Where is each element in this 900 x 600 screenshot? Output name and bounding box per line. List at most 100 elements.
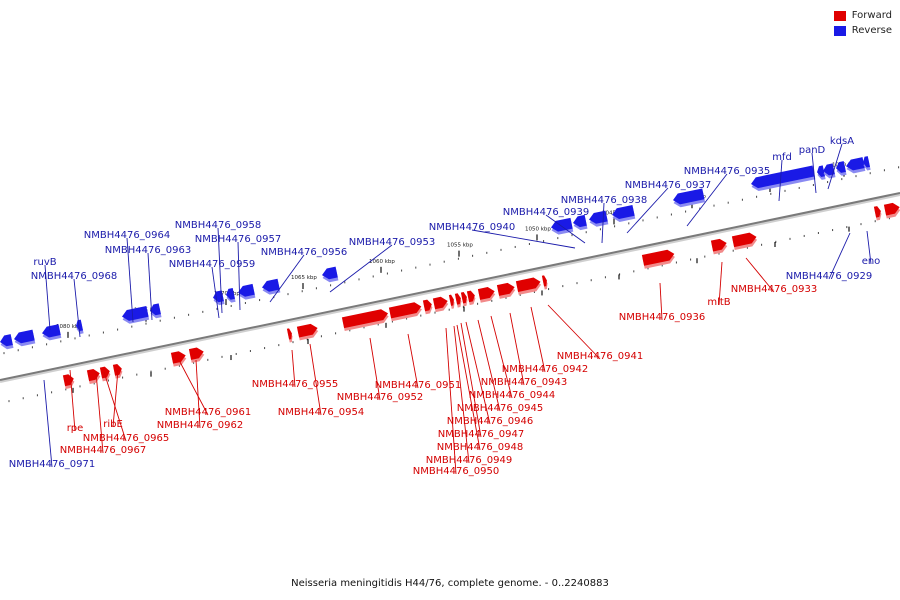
reverse-gene[interactable] [13, 329, 36, 348]
forward-gene-label-leader [112, 369, 119, 428]
forward-gene-body [188, 347, 204, 360]
forward-gene-label-leader [291, 349, 296, 388]
forward-gene[interactable] [515, 276, 542, 295]
forward-gene[interactable] [731, 231, 758, 251]
forward-gene-label: NMBH4476_0965 [83, 433, 169, 444]
axis-shadow [0, 193, 900, 383]
forward-gene[interactable] [541, 275, 549, 290]
forward-gene[interactable] [454, 293, 463, 308]
forward-gene[interactable] [62, 373, 76, 390]
tick-label: 1050 kbp [525, 226, 551, 232]
reverse-gene[interactable] [225, 288, 236, 303]
forward-gene-label: NMBH4476_0946 [447, 416, 533, 427]
legend-reverse: Reverse [833, 23, 892, 38]
reverse-gene[interactable] [672, 188, 706, 208]
reverse-gene-label-leader [73, 278, 81, 338]
reverse-gene[interactable] [321, 266, 339, 284]
forward-swatch [833, 10, 846, 21]
legend-forward: Forward [833, 8, 892, 23]
forward-gene-body [477, 287, 495, 300]
tick-label: 1060 kbp [369, 259, 395, 265]
reverse-gene-label-leader [686, 173, 728, 227]
reverse-gene-body [846, 157, 865, 171]
reverse-gene-label-leader [545, 214, 586, 244]
reverse-gene-body [612, 204, 635, 220]
reverse-gene[interactable] [149, 303, 162, 319]
forward-gene-label: NMBH4476_0944 [469, 390, 555, 401]
forward-gene[interactable] [99, 366, 112, 382]
forward-gene-body [873, 206, 881, 218]
reverse-gene-label: panD [799, 145, 826, 156]
genome-caption: Neisseria meningitidis H44/76, complete … [291, 578, 609, 589]
reverse-gene[interactable] [261, 278, 281, 296]
forward-gene[interactable] [710, 238, 729, 255]
forward-gene[interactable] [873, 206, 883, 221]
reverse-gene-label-leader [147, 252, 153, 321]
forward-gene-label-leader [95, 371, 104, 454]
forward-gene[interactable] [496, 282, 516, 299]
reverse-gene-label-leader [211, 266, 220, 319]
reverse-gene[interactable] [845, 157, 866, 174]
forward-gene-body [341, 309, 389, 329]
forward-gene[interactable] [883, 202, 900, 219]
tick-label: 1080 kbp [56, 324, 82, 330]
forward-gene-body [99, 366, 110, 379]
forward-gene-label-leader [445, 327, 457, 475]
reverse-gene[interactable] [572, 214, 588, 231]
forward-gene[interactable] [448, 294, 456, 309]
reverse-gene-label: mfd [772, 152, 792, 163]
reverse-gene-body [673, 188, 705, 205]
forward-gene-label: mltB [707, 297, 730, 308]
reverse-gene[interactable] [41, 324, 62, 341]
forward-gene-body [432, 296, 448, 310]
forward-gene[interactable] [341, 308, 390, 332]
reverse-gene-label-leader [601, 202, 605, 244]
forward-gene[interactable] [466, 290, 477, 306]
reverse-gene-label: NMBH4476_0958 [175, 220, 261, 231]
forward-gene-body [641, 249, 675, 266]
tick-label: 1030 kbp [832, 163, 858, 169]
forward-gene-label-leader [369, 337, 381, 401]
reverse-gene-label: NMBH4476_0935 [684, 166, 770, 177]
forward-gene-label: NMBH4476_0943 [481, 377, 567, 388]
forward-gene-body [448, 294, 454, 306]
forward-gene[interactable] [477, 286, 497, 303]
reverse-gene[interactable] [816, 165, 826, 180]
forward-gene-body [541, 275, 547, 287]
forward-gene[interactable] [286, 328, 294, 343]
reverse-gene[interactable] [237, 283, 256, 301]
legend: Forward Reverse [833, 8, 892, 38]
forward-gene[interactable] [296, 323, 319, 341]
forward-gene[interactable] [188, 346, 206, 363]
forward-gene[interactable] [388, 301, 423, 322]
forward-gene[interactable] [460, 292, 469, 307]
forward-gene[interactable] [170, 350, 188, 367]
forward-gene-label: NMBH4476_0962 [157, 420, 243, 431]
reverse-gene-body [823, 163, 835, 176]
reverse-gene-label-leader [237, 241, 241, 311]
reverse-gene[interactable] [588, 210, 609, 228]
reverse-gene-body [150, 303, 161, 316]
reverse-gene[interactable] [835, 161, 847, 177]
forward-gene-body [454, 293, 461, 305]
reverse-gene-body [817, 165, 825, 177]
forward-gene[interactable] [422, 299, 434, 315]
reverse-gene[interactable] [121, 305, 150, 325]
forward-gene-label-leader [407, 333, 419, 389]
forward-gene[interactable] [641, 249, 676, 269]
reverse-gene[interactable] [750, 165, 816, 193]
forward-gene-body [388, 302, 422, 319]
reverse-gene[interactable] [862, 156, 871, 171]
reverse-gene[interactable] [611, 204, 636, 223]
forward-gene[interactable] [86, 368, 102, 385]
forward-gene[interactable] [432, 296, 450, 313]
reverse-gene[interactable] [0, 334, 14, 350]
forward-gene-label: ribE [103, 419, 123, 430]
legend-reverse-label: Reverse [851, 25, 892, 36]
reverse-gene-body [551, 217, 573, 232]
forward-gene-label: NMBH4476_0950 [413, 466, 499, 477]
forward-gene-label-leader [530, 306, 546, 373]
forward-gene-label-leader [465, 321, 491, 425]
